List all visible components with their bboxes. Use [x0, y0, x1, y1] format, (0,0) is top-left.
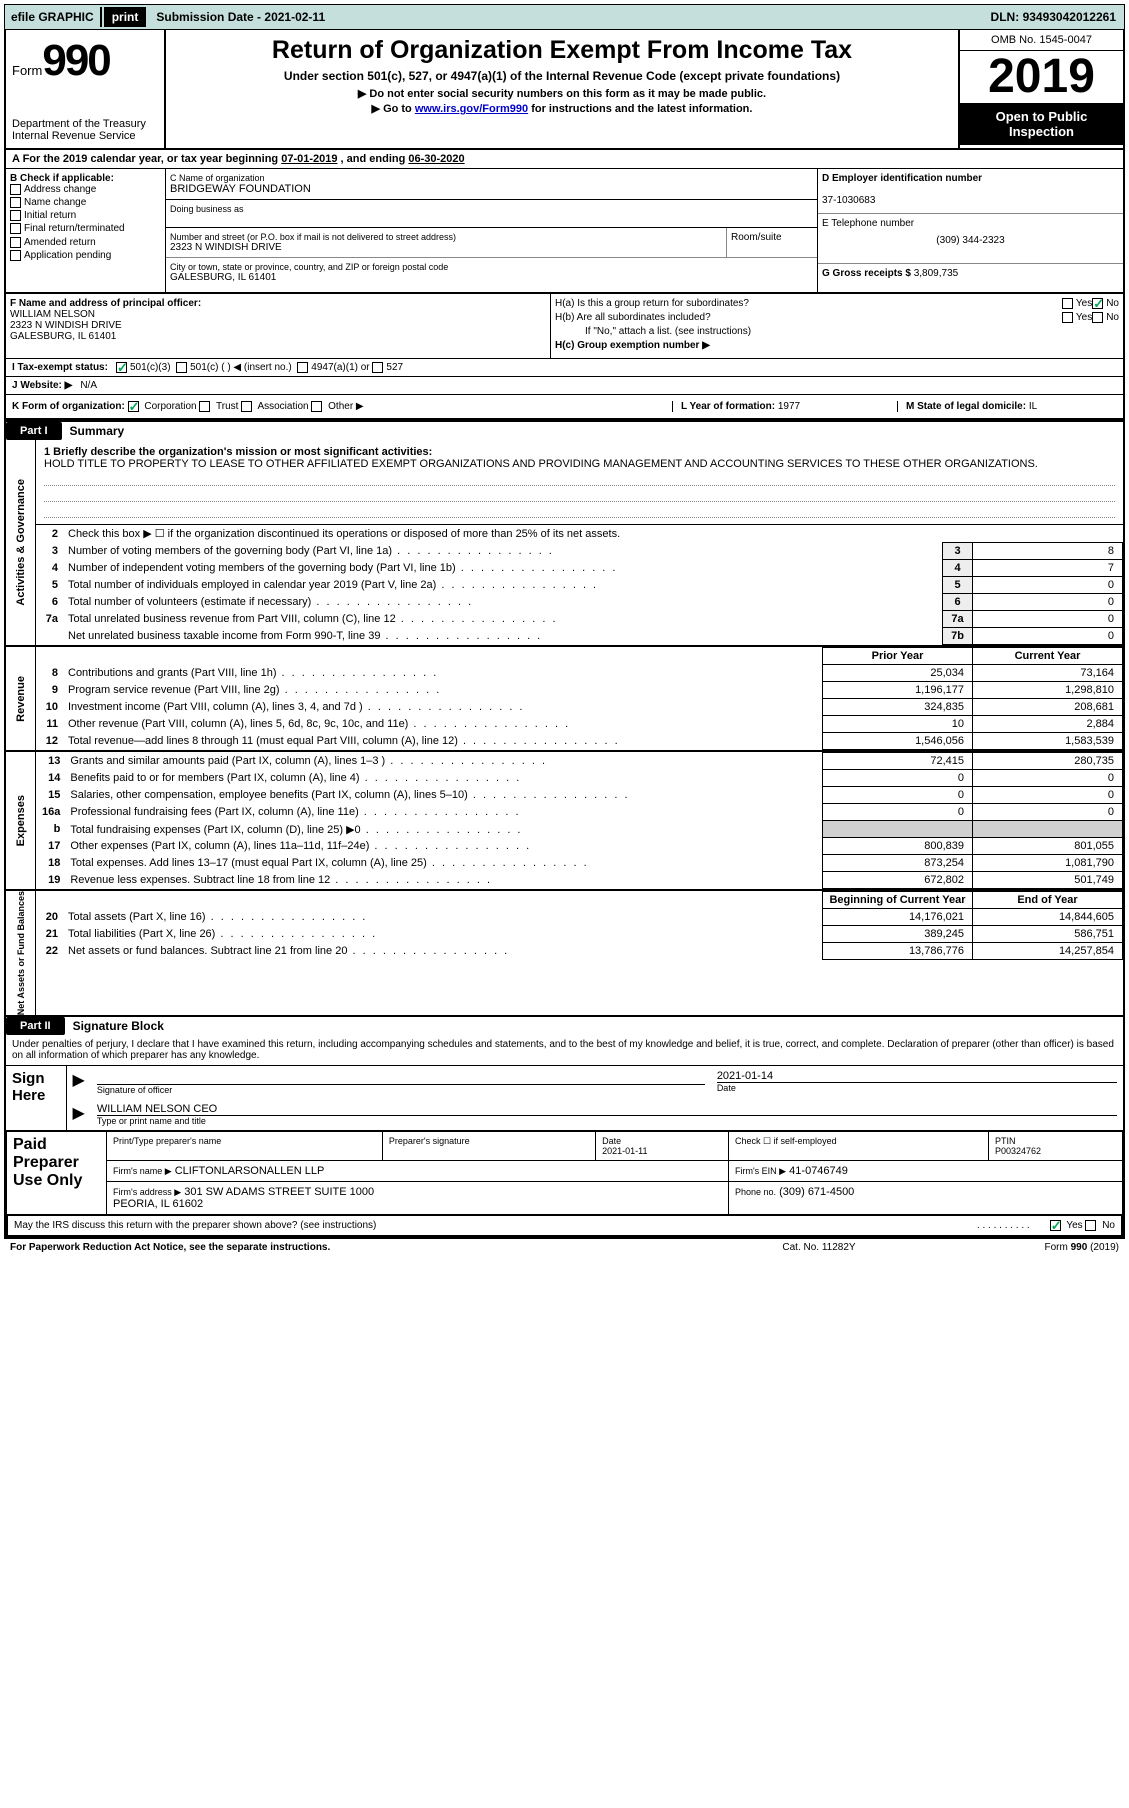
table-row: Net unrelated business taxable income fr… [36, 628, 1123, 645]
side-net-assets: Net Assets or Fund Balances [6, 891, 36, 1015]
summary-table-ag: 2Check this box ▶ ☐ if the organization … [36, 525, 1123, 645]
signature-table: Sign Here ▶ Signature of officer 2021-01… [6, 1065, 1123, 1130]
table-row: 5Total number of individuals employed in… [36, 577, 1123, 594]
page-title: Return of Organization Exempt From Incom… [172, 36, 952, 65]
sign-here-label: Sign Here [6, 1066, 66, 1131]
perjury-disclaimer: Under penalties of perjury, I declare th… [6, 1035, 1123, 1065]
table-row: 8Contributions and grants (Part VIII, li… [36, 665, 1123, 682]
topbar: efile GRAPHIC print Submission Date - 20… [4, 4, 1125, 30]
table-row: 22Net assets or fund balances. Subtract … [36, 943, 1123, 960]
public-inspection: Open to Public Inspection [960, 103, 1123, 145]
info-grid: B Check if applicable: Address change Na… [4, 168, 1125, 294]
box-i: I Tax-exempt status: 501(c)(3) 501(c) ( … [4, 359, 1125, 377]
f-h-row: F Name and address of principal officer:… [4, 294, 1125, 359]
table-row: 3Number of voting members of the governi… [36, 543, 1123, 560]
paid-preparer-table: Paid Preparer Use Only Print/Type prepar… [6, 1130, 1123, 1215]
table-row: 6Total number of volunteers (estimate if… [36, 594, 1123, 611]
part1-title: Summary [70, 424, 125, 438]
side-activities-governance: Activities & Governance [6, 440, 36, 645]
table-row: 9Program service revenue (Part VIII, lin… [36, 682, 1123, 699]
box-deg: D Employer identification number 37-1030… [818, 169, 1123, 292]
table-row: 16aProfessional fundraising fees (Part I… [36, 804, 1123, 821]
part2-body: Under penalties of perjury, I declare th… [4, 1035, 1125, 1239]
table-row: 19Revenue less expenses. Subtract line 1… [36, 872, 1123, 889]
table-row: 10Investment income (Part VIII, column (… [36, 699, 1123, 716]
table-row: 17Other expenses (Part IX, column (A), l… [36, 838, 1123, 855]
year-block: OMB No. 1545-0047 2019 Open to Public In… [958, 30, 1123, 148]
box-h: H(a) Is this a group return for subordin… [551, 294, 1123, 358]
street-address: 2323 N WINDISH DRIVE [170, 242, 722, 253]
table-row: 4Number of independent voting members of… [36, 560, 1123, 577]
table-row: 15Salaries, other compensation, employee… [36, 787, 1123, 804]
side-revenue: Revenue [6, 647, 36, 750]
side-expenses: Expenses [6, 752, 36, 889]
table-row: 20Total assets (Part X, line 16)14,176,0… [36, 909, 1123, 926]
phone: (309) 344-2323 [936, 235, 1004, 246]
table-row: 7aTotal unrelated business revenue from … [36, 611, 1123, 628]
table-row: 18Total expenses. Add lines 13–17 (must … [36, 855, 1123, 872]
form-title-block: Return of Organization Exempt From Incom… [166, 30, 958, 148]
form-number-block: Form990 Department of the Treasury Inter… [6, 30, 166, 148]
city-state-zip: GALESBURG, IL 61401 [170, 272, 813, 283]
table-row: bTotal fundraising expenses (Part IX, co… [36, 821, 1123, 838]
part1-header: Part I [6, 422, 62, 440]
box-b: B Check if applicable: Address change Na… [6, 169, 166, 292]
table-row: 12Total revenue—add lines 8 through 11 (… [36, 733, 1123, 750]
efile-label: efile GRAPHIC [5, 7, 102, 27]
mission-text: HOLD TITLE TO PROPERTY TO LEASE TO OTHER… [44, 458, 1038, 470]
table-row: 14Benefits paid to or for members (Part … [36, 770, 1123, 787]
box-f: F Name and address of principal officer:… [6, 294, 551, 358]
page-footer: For Paperwork Reduction Act Notice, see … [4, 1239, 1125, 1256]
box-c: C Name of organization BRIDGEWAY FOUNDAT… [166, 169, 818, 292]
part2-title: Signature Block [73, 1019, 164, 1033]
print-button[interactable]: print [104, 7, 147, 27]
ein: 37-1030683 [822, 195, 875, 206]
table-row: 13Grants and similar amounts paid (Part … [36, 753, 1123, 770]
submission-date: Submission Date - 2021-02-11 [148, 7, 982, 27]
box-klm: K Form of organization: Corporation Trus… [4, 395, 1125, 420]
summary-table-netassets: Beginning of Current YearEnd of Year 20T… [36, 891, 1123, 960]
summary-table-expenses: 13Grants and similar amounts paid (Part … [36, 752, 1123, 889]
part2-header: Part II [6, 1017, 65, 1035]
form990-link[interactable]: www.irs.gov/Form990 [415, 103, 528, 115]
part1-body: Activities & Governance 1 Briefly descri… [4, 440, 1125, 647]
dln: DLN: 93493042012261 [983, 7, 1124, 27]
gross-receipts: 3,809,735 [914, 268, 959, 279]
tax-year: 2019 [960, 51, 1123, 103]
paid-preparer-label: Paid Preparer Use Only [7, 1131, 107, 1215]
form-header: Form990 Department of the Treasury Inter… [4, 30, 1125, 150]
dept-treasury: Department of the Treasury Internal Reve… [12, 118, 158, 142]
box-j: J Website: ▶ N/A [4, 377, 1125, 395]
table-row: 11Other revenue (Part VIII, column (A), … [36, 716, 1123, 733]
table-row: 21Total liabilities (Part X, line 26)389… [36, 926, 1123, 943]
tax-year-row: A For the 2019 calendar year, or tax yea… [4, 150, 1125, 168]
summary-table-revenue: Prior YearCurrent Year 8Contributions an… [36, 647, 1123, 750]
omb-number: OMB No. 1545-0047 [960, 30, 1123, 51]
org-name: BRIDGEWAY FOUNDATION [170, 183, 813, 195]
